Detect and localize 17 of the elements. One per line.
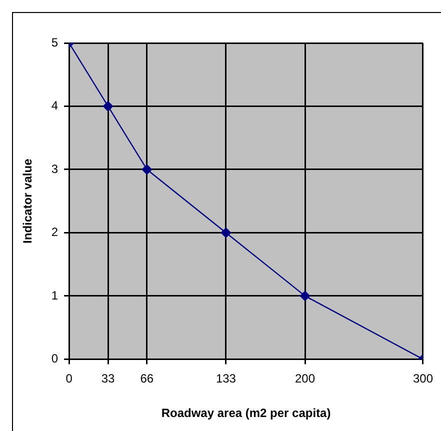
x-tick-label: 0 — [66, 372, 73, 386]
x-tick-label: 300 — [412, 372, 434, 386]
y-tick-label: 0 — [51, 352, 58, 366]
y-tick-label: 2 — [51, 225, 58, 240]
y-tick-label: 1 — [51, 288, 58, 302]
x-tick-label: 66 — [140, 372, 154, 386]
y-tick-label: 3 — [51, 162, 58, 176]
y-tick-label: 4 — [51, 98, 58, 113]
x-tick-label: 200 — [295, 372, 316, 386]
point — [142, 164, 152, 175]
point — [220, 228, 232, 238]
y-axis-title: Indicator value — [20, 158, 35, 244]
x-tick-label: 33 — [101, 372, 115, 386]
point — [300, 290, 310, 302]
x-axis-title: Roadway area (m2 per capita) — [161, 406, 331, 420]
x-tick-label: 133 — [216, 372, 236, 386]
y-tick-label: 5 — [51, 35, 58, 50]
